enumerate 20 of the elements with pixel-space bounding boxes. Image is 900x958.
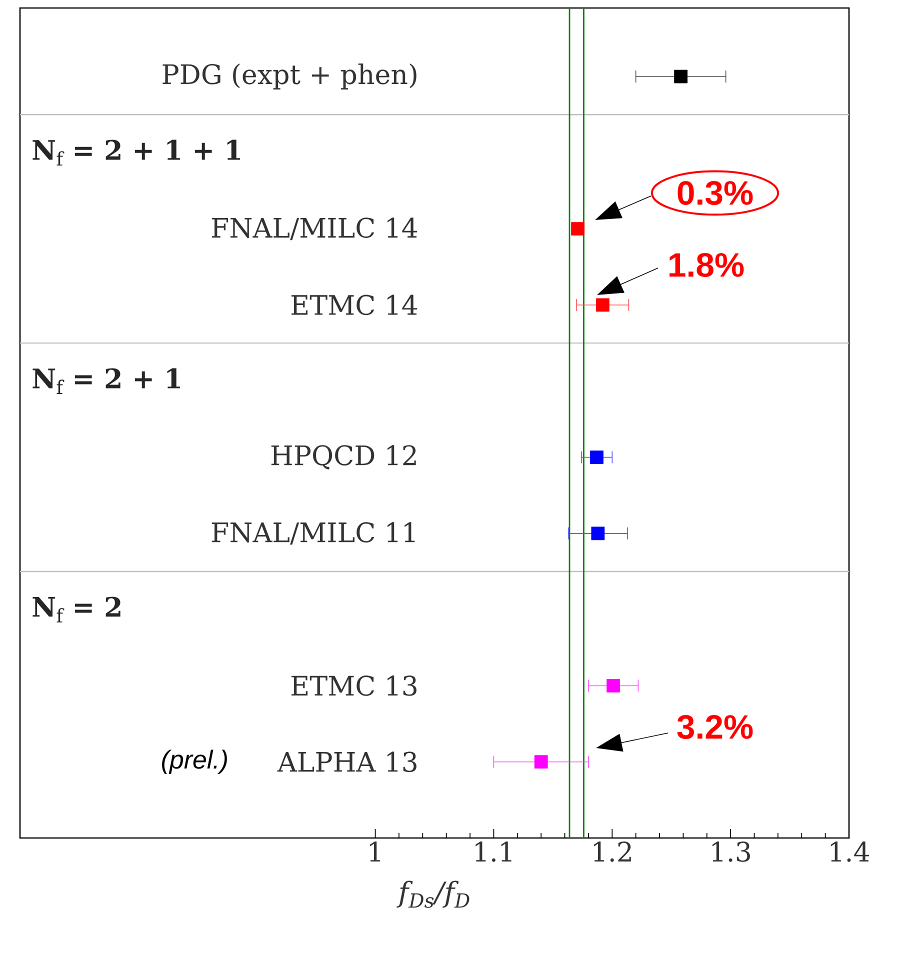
x-tick-label: 1.2 bbox=[594, 842, 631, 862]
y-tick-label: N$_{f}$ = 2 + 1 + 1 bbox=[32, 140, 240, 166]
x-tick-label: 1.3 bbox=[712, 842, 750, 862]
x-tick-label: 1.1 bbox=[476, 842, 512, 862]
y-tick-label: HPQCD 12 bbox=[271, 445, 416, 470]
y-tick-label: N$_{f}$ = 2 + 1 bbox=[32, 368, 180, 394]
annotation: 0.3% bbox=[678, 180, 753, 205]
y-tick-label: ETMC 14 bbox=[291, 294, 418, 316]
x-axis-title: f$_{Ds}$/f$_{D}$ bbox=[396, 880, 470, 908]
y-tick-label: ETMC 13 bbox=[291, 676, 416, 696]
annotation: 3.2% bbox=[677, 714, 753, 740]
y-tick-label: FNAL/MILC 14 bbox=[212, 218, 418, 240]
y-tick-label: ALPHA 13 bbox=[277, 752, 416, 772]
annotation: (prel.) bbox=[162, 750, 227, 774]
x-tick-label: 1 bbox=[370, 842, 380, 862]
y-tick-label: PDG (expt + phen) bbox=[162, 64, 416, 90]
x-tick-label: 1.4 bbox=[830, 842, 870, 862]
y-tick-label: FNAL/MILC 11 bbox=[212, 522, 415, 545]
annotation: 1.8% bbox=[670, 252, 744, 277]
y-tick-label: N$_{f}$ = 2 bbox=[32, 596, 120, 622]
